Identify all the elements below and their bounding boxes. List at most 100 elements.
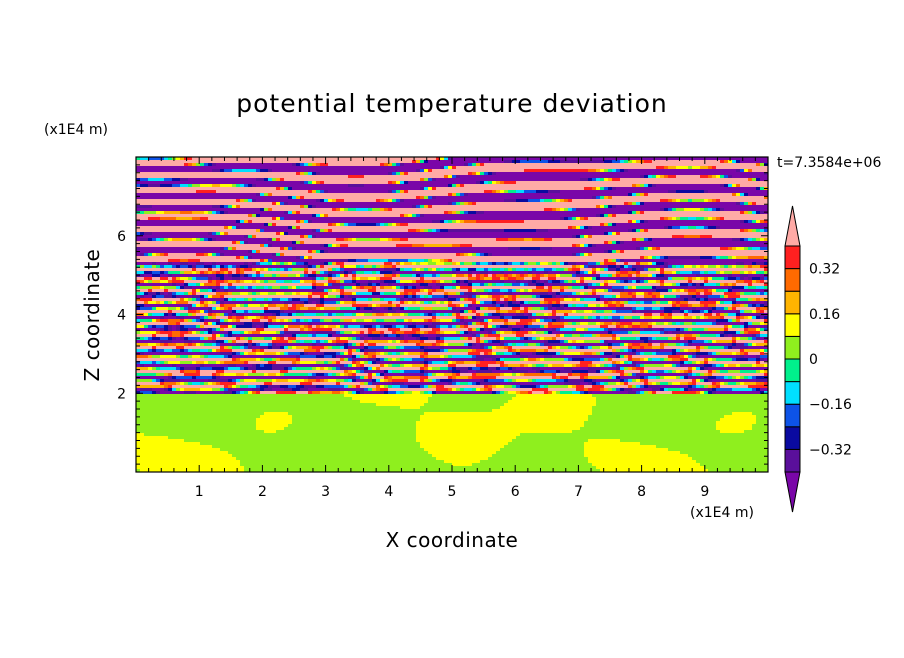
contour-cell: [592, 226, 597, 230]
contour-cell: [748, 223, 753, 227]
contour-cell: [388, 181, 393, 185]
contour-cell: [136, 214, 141, 218]
contour-cell: [160, 172, 165, 176]
contour-cell: [612, 241, 617, 245]
contour-cell: [308, 199, 313, 203]
contour-cell: [384, 250, 389, 254]
contour-cell: [396, 202, 401, 206]
contour-cell: [628, 241, 633, 245]
contour-cell: [176, 208, 181, 212]
contour-cell: [528, 244, 533, 248]
contour-cell: [244, 223, 249, 227]
contour-cell: [396, 217, 401, 221]
contour-cell: [716, 181, 721, 185]
contour-cell: [596, 235, 601, 239]
contour-cell: [696, 241, 701, 245]
contour-cell: [336, 184, 341, 188]
contour-cell: [692, 205, 697, 209]
contour-cell: [216, 208, 221, 212]
contour-cell: [668, 238, 673, 242]
contour-cell: [168, 166, 173, 170]
contour-cell: [460, 184, 465, 188]
contour-cell: [616, 211, 621, 215]
contour-cell: [372, 169, 377, 173]
contour-cell: [436, 196, 441, 200]
contour-cell: [180, 217, 185, 221]
contour-cell: [716, 229, 721, 233]
contour-cell: [196, 199, 201, 203]
contour-cell: [764, 184, 768, 188]
contour-cell: [304, 166, 309, 170]
contour-cell: [220, 232, 225, 236]
contour-cell: [184, 196, 189, 200]
contour-cell: [276, 208, 281, 212]
contour-cell: [272, 157, 277, 161]
contour-cell: [716, 190, 721, 194]
contour-cell: [240, 247, 245, 251]
contour-cell: [520, 229, 525, 233]
contour-cell: [720, 160, 725, 164]
contour-cell: [308, 163, 313, 167]
contour-cell: [652, 229, 657, 233]
contour-cell: [300, 172, 305, 176]
contour-cell: [676, 187, 681, 191]
contour-cell: [476, 220, 481, 224]
contour-cell: [304, 247, 309, 251]
contour-cell: [544, 247, 549, 251]
contour-cell: [360, 229, 365, 233]
contour-cell: [568, 196, 573, 200]
contour-cell: [620, 223, 625, 227]
contour-cell: [308, 181, 313, 185]
contour-cell: [328, 163, 333, 167]
contour-cell: [140, 238, 145, 242]
contour-cell: [708, 235, 713, 239]
contour-cell: [760, 193, 765, 197]
contour-cell: [516, 163, 521, 167]
contour-cell: [704, 199, 709, 203]
contour-cell: [436, 190, 441, 194]
contour-cell: [440, 202, 445, 206]
contour-cell: [744, 235, 749, 239]
contour-cell: [680, 157, 685, 161]
contour-cell: [676, 247, 681, 251]
contour-cell: [388, 229, 393, 233]
contour-cell: [636, 193, 641, 197]
contour-cell: [640, 241, 645, 245]
contour-cell: [740, 199, 745, 203]
contour-cell: [320, 244, 325, 248]
contour-cell: [252, 169, 257, 173]
contour-cell: [528, 217, 533, 221]
contour-cell: [368, 157, 373, 161]
contour-cell: [724, 157, 729, 161]
contour-cell: [360, 178, 365, 182]
contour-cell: [416, 184, 421, 188]
contour-cell: [640, 235, 645, 239]
contour-cell: [280, 217, 285, 221]
contour-cell: [520, 214, 525, 218]
contour-cell: [484, 229, 489, 233]
contour-cell: [324, 247, 329, 251]
contour-cell: [508, 202, 513, 206]
contour-cell: [632, 184, 637, 188]
contour-cell: [764, 157, 768, 161]
contour-cell: [324, 223, 329, 227]
contour-cell: [272, 220, 277, 224]
contour-cell: [592, 169, 597, 173]
contour-cell: [516, 166, 521, 170]
contour-cell: [632, 202, 637, 206]
contour-cell: [440, 169, 445, 173]
contour-cell: [680, 241, 685, 245]
contour-cell: [592, 244, 597, 248]
contour-cell: [624, 223, 629, 227]
contour-cell: [500, 232, 505, 236]
contour-cell: [192, 196, 197, 200]
contour-cell: [524, 205, 529, 209]
contour-cell: [424, 190, 429, 194]
contour-cell: [348, 172, 353, 176]
contour-cell: [376, 199, 381, 203]
contour-cell: [692, 166, 697, 170]
contour-cell: [764, 172, 768, 176]
contour-cell: [568, 229, 573, 233]
contour-cell: [144, 244, 149, 248]
contour-cell: [516, 184, 521, 188]
